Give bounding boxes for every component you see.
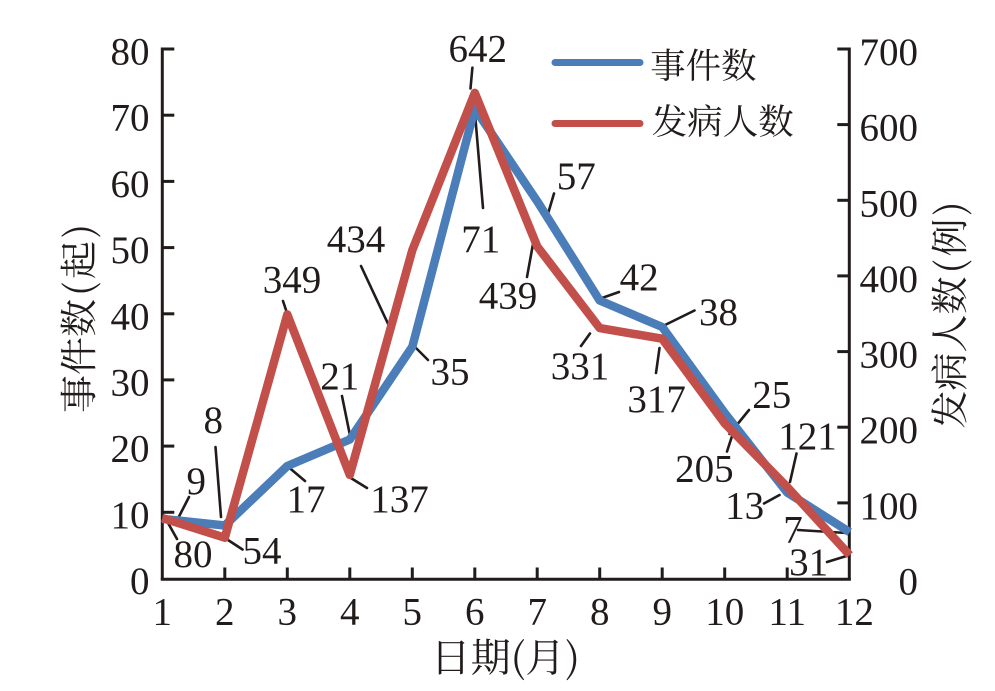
svg-text:30: 30 [111, 361, 150, 404]
svg-text:4: 4 [340, 591, 360, 634]
svg-text:57: 57 [557, 155, 596, 198]
svg-text:10: 10 [705, 591, 744, 634]
svg-text:317: 317 [627, 378, 686, 421]
svg-text:137: 137 [370, 478, 429, 521]
svg-text:2: 2 [215, 591, 235, 634]
svg-text:642: 642 [448, 28, 507, 71]
svg-text:20: 20 [111, 428, 150, 471]
svg-text:40: 40 [111, 295, 150, 338]
svg-text:80: 80 [174, 533, 213, 576]
svg-text:21: 21 [320, 355, 359, 398]
svg-text:80: 80 [111, 31, 150, 74]
svg-text:42: 42 [620, 256, 659, 299]
svg-text:50: 50 [111, 229, 150, 272]
svg-text:8: 8 [203, 399, 223, 442]
svg-text:500: 500 [860, 182, 919, 225]
svg-text:25: 25 [752, 374, 791, 417]
svg-text:0: 0 [130, 560, 150, 603]
svg-text:8: 8 [590, 591, 610, 634]
svg-text:349: 349 [263, 259, 322, 302]
svg-text:0: 0 [899, 561, 919, 604]
svg-text:205: 205 [675, 448, 734, 491]
svg-text:121: 121 [778, 415, 837, 458]
svg-text:17: 17 [287, 478, 326, 521]
svg-text:600: 600 [860, 107, 919, 150]
svg-text:300: 300 [860, 334, 919, 377]
svg-text:200: 200 [860, 409, 919, 452]
svg-text:60: 60 [111, 163, 150, 206]
svg-text:6: 6 [465, 591, 485, 634]
svg-text:31: 31 [789, 541, 828, 584]
svg-text:5: 5 [403, 591, 423, 634]
svg-text:100: 100 [860, 485, 919, 528]
svg-text:3: 3 [278, 591, 298, 634]
svg-text:9: 9 [652, 591, 672, 634]
svg-text:71: 71 [461, 218, 500, 261]
svg-text:439: 439 [479, 275, 538, 318]
svg-text:54: 54 [243, 530, 282, 573]
svg-text:12: 12 [835, 591, 874, 634]
svg-text:70: 70 [111, 97, 150, 140]
svg-text:11: 11 [768, 591, 806, 634]
svg-text:700: 700 [860, 31, 919, 74]
svg-text:9: 9 [187, 460, 207, 503]
svg-text:35: 35 [431, 351, 470, 394]
svg-text:434: 434 [327, 218, 386, 261]
svg-text:10: 10 [111, 494, 150, 537]
svg-text:331: 331 [551, 345, 610, 388]
svg-text:400: 400 [860, 258, 919, 301]
svg-text:13: 13 [725, 485, 764, 528]
svg-text:7: 7 [783, 509, 803, 552]
svg-text:7: 7 [527, 591, 547, 634]
svg-text:38: 38 [699, 291, 738, 334]
svg-text:1: 1 [153, 591, 173, 634]
